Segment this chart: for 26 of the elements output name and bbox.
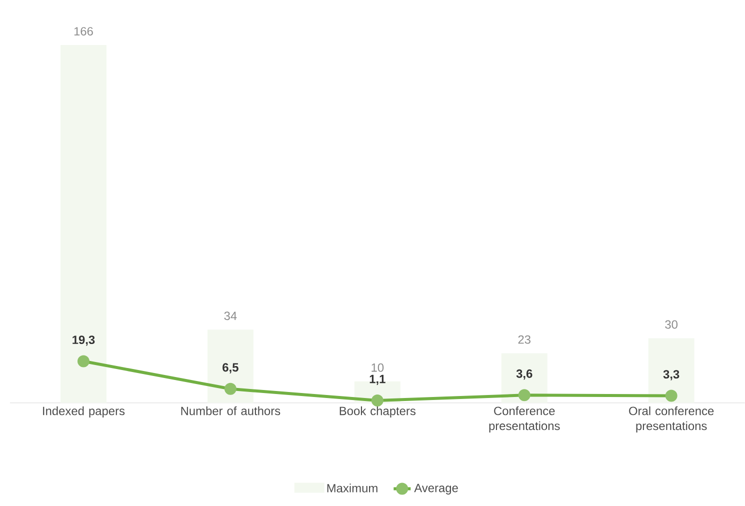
- data-label: 1,1: [370, 375, 386, 386]
- bar: [60, 45, 106, 403]
- bar: [648, 338, 694, 403]
- data-label: 30: [665, 320, 678, 329]
- data-label: 34: [224, 312, 237, 320]
- x-tick-label: Oral conference presentations: [629, 406, 714, 433]
- point: [665, 390, 678, 402]
- data-label: 6,5: [222, 363, 238, 374]
- data-label: 166: [74, 27, 93, 36]
- x-tick-label: Book chapters: [340, 406, 416, 418]
- x-tick-label: Number of authors: [181, 406, 280, 416]
- point: [77, 355, 90, 368]
- data-label: 19,3: [72, 336, 95, 346]
- data-label: 3,3: [663, 370, 680, 380]
- data-label: 3,6: [516, 369, 532, 380]
- data-label: 10: [372, 363, 384, 372]
- bar: [207, 330, 254, 403]
- point: [224, 382, 236, 395]
- data-label: 23: [518, 335, 530, 344]
- point: [371, 394, 384, 407]
- bar: [501, 353, 548, 403]
- x-tick-label: Indexed papers: [43, 406, 125, 418]
- x-tick-label: Conference presentations: [489, 406, 560, 433]
- legend-label: Maximum: [327, 484, 378, 492]
- legend-label: Average: [414, 484, 458, 495]
- point: [518, 389, 530, 402]
